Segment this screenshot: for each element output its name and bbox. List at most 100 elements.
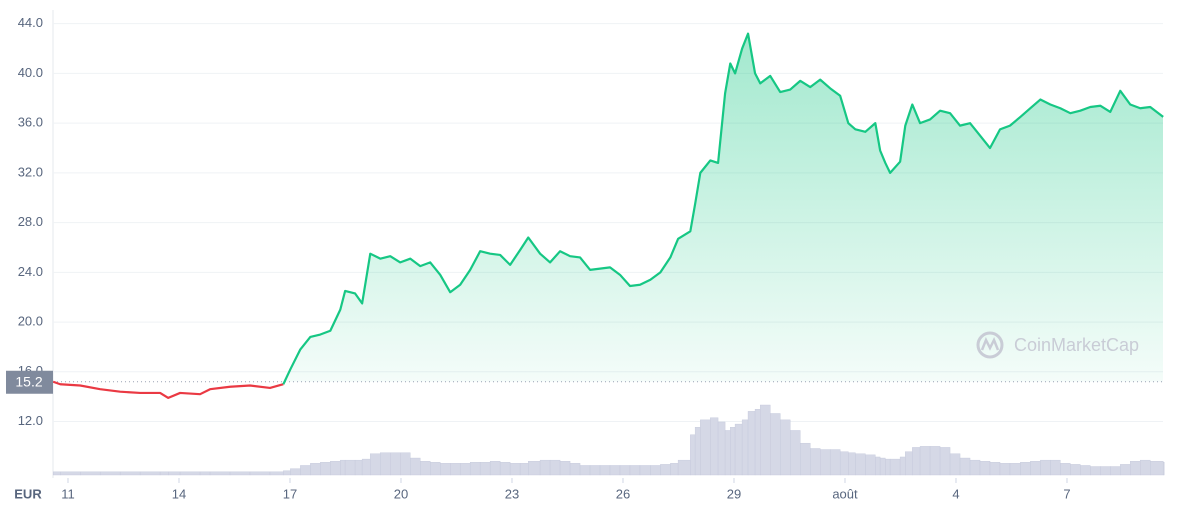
volume-bar — [519, 463, 529, 476]
volume-bar — [754, 409, 761, 476]
volume-bar — [52, 471, 61, 476]
price-area — [53, 33, 1163, 382]
volume-bar — [1140, 459, 1151, 476]
volume-bar — [700, 419, 711, 476]
volume-bar — [159, 471, 169, 476]
volume-bar — [730, 427, 736, 476]
volume-bar — [690, 434, 696, 476]
volume-bar — [499, 462, 511, 476]
volume-bar — [1080, 465, 1091, 476]
y-tick-label: 40.0 — [18, 65, 43, 80]
price-line — [52, 380, 284, 400]
watermark-logo — [976, 331, 1004, 359]
volume-bar — [949, 453, 961, 476]
y-tick-label: 12.0 — [18, 413, 43, 428]
volume-bar — [168, 471, 181, 476]
volume-bar — [747, 411, 756, 476]
volume-bar — [619, 465, 631, 476]
volume-bar — [790, 430, 801, 476]
volume-bar — [819, 449, 831, 476]
volume-bar — [283, 470, 291, 476]
volume-bar — [449, 463, 461, 476]
volume-bar — [209, 471, 231, 476]
y-tick-label: 44.0 — [18, 15, 43, 30]
volume-bar — [344, 459, 356, 476]
volume-bar — [1090, 466, 1101, 476]
watermark-text: CoinMarketCap — [1014, 335, 1139, 355]
volume-bar — [479, 462, 491, 476]
volume-bar — [1020, 462, 1031, 476]
volume-bar — [1070, 464, 1081, 476]
volume-bar — [717, 421, 726, 476]
x-tick-label: 14 — [172, 486, 186, 501]
volume-bar — [760, 404, 771, 476]
volume-bar — [229, 471, 251, 476]
volume-bar — [899, 456, 906, 476]
volume-bar — [430, 462, 441, 476]
volume-bar — [179, 471, 201, 476]
y-tick-label: 32.0 — [18, 164, 43, 179]
volume-bar — [800, 442, 811, 476]
volume-bar — [810, 448, 821, 476]
volume-bar — [724, 430, 731, 476]
volume-bar — [420, 461, 431, 476]
volume-bar — [310, 463, 321, 476]
volume-bar — [839, 451, 849, 476]
volume-bar — [1100, 466, 1111, 476]
volume-bar — [199, 471, 211, 476]
y-tick-label: 24.0 — [18, 264, 43, 279]
watermark: CoinMarketCap — [976, 331, 1139, 359]
volume-bar — [1150, 461, 1164, 476]
volume-bar — [989, 462, 1001, 476]
volume-bar — [629, 465, 641, 476]
volume-bar — [939, 447, 951, 476]
volume-bar — [660, 464, 671, 476]
volume-bar — [249, 471, 271, 476]
volume-bar — [390, 452, 401, 476]
volume-bar — [919, 446, 931, 476]
x-tick-label: 17 — [283, 486, 297, 501]
x-tick-label: 26 — [616, 486, 630, 501]
x-tick-label: 23 — [505, 486, 519, 501]
volume-bar — [875, 456, 881, 476]
volume-bar — [1009, 463, 1021, 476]
volume-bar — [1130, 461, 1141, 476]
volume-bar — [340, 459, 346, 476]
volume-bar — [119, 471, 141, 476]
volume-bar — [1060, 463, 1071, 476]
volume-bar — [865, 454, 876, 476]
volume-bar — [320, 462, 331, 476]
x-tick-label: 11 — [61, 486, 75, 501]
volume-bar — [677, 459, 691, 476]
volume-bar — [979, 461, 991, 476]
volume-bar — [999, 463, 1011, 476]
volume-bar — [609, 465, 621, 476]
volume-bar — [528, 461, 541, 476]
volume-bar — [1120, 464, 1131, 476]
volume-bar — [1110, 466, 1121, 476]
volume-bar — [829, 449, 841, 476]
volume-bar — [734, 423, 743, 476]
volume-bar — [1030, 461, 1041, 476]
watermark-logo-mark — [980, 336, 1000, 351]
volume-bar — [269, 471, 284, 476]
volume-bar — [780, 419, 791, 476]
volume-bar — [440, 463, 451, 476]
volume-bar — [741, 419, 749, 476]
volume-bar — [300, 465, 311, 476]
x-tick-label: 4 — [952, 486, 959, 501]
volume-bar — [905, 451, 913, 476]
volume-bar — [60, 471, 81, 476]
volume-bar — [670, 463, 679, 476]
volume-bar — [79, 471, 101, 476]
y-tick-label: 20.0 — [18, 314, 43, 329]
volume-bar — [969, 459, 981, 476]
x-tick-label: 29 — [727, 486, 741, 501]
volume-bar — [1162, 462, 1165, 476]
volume-bar — [639, 465, 651, 476]
x-tick-label: août — [832, 486, 858, 501]
volume-bar — [770, 413, 781, 476]
volume-bar — [380, 452, 391, 476]
volume-bar — [539, 459, 551, 476]
